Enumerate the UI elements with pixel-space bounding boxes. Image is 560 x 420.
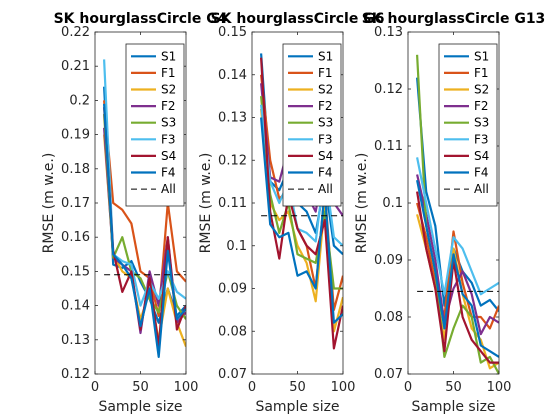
x-tick-label: 0 <box>91 380 99 395</box>
legend-label-s4: S4 <box>474 149 489 163</box>
y-axis-label: RMSE (m w.e.) <box>198 153 214 254</box>
y-tick-label: 0.08 <box>218 324 247 339</box>
legend-label-s1: S1 <box>318 49 333 63</box>
legend-label-f3: F3 <box>474 132 489 146</box>
legend-label-f2: F2 <box>474 99 489 113</box>
legend-label-s3: S3 <box>318 116 333 130</box>
y-tick-label: 0.18 <box>61 162 90 177</box>
legend-box <box>125 43 185 207</box>
subplot-title: SK hourglassCircle G13 <box>362 11 546 27</box>
subplot-g4: Sample size RMSE (m w.e.) 0.12 0.13 0.14 0.… <box>41 11 228 415</box>
legend: S1 F1 S2 F2 S3 F3 S4 F4 All <box>438 43 498 207</box>
y-tick-label: 0.19 <box>61 128 90 143</box>
y-axis-label: RMSE (m w.e.) <box>41 153 57 254</box>
legend-label-f1: F1 <box>161 66 176 80</box>
legend-label-f3: F3 <box>318 132 333 146</box>
legend-label-s2: S2 <box>318 83 333 97</box>
x-axis-label: Sample size <box>255 399 339 415</box>
series-line-f2 <box>416 174 499 336</box>
y-tick-label: 0.07 <box>218 367 247 382</box>
subplot-g6: Sample size RMSE (m w.e.) 0.07 0.08 0.09 0.… <box>198 11 384 415</box>
legend-label-all: All <box>474 182 489 196</box>
y-tick-label: 0.17 <box>61 196 90 211</box>
x-tick-label: 50 <box>132 380 149 395</box>
legend-label-all: All <box>318 182 333 196</box>
y-tick-label: 0.11 <box>218 196 247 211</box>
y-tick-label: 0.2 <box>69 93 90 108</box>
y-tick-label: 0.1 <box>382 196 403 211</box>
legend-label-s2: S2 <box>161 83 176 97</box>
y-tick-label: 0.22 <box>61 25 90 40</box>
series-line-f3 <box>416 157 499 296</box>
x-tick-label: 0 <box>248 380 256 395</box>
legend-label-f1: F1 <box>318 66 333 80</box>
y-tick-label: 0.09 <box>374 253 403 268</box>
legend-label-s2: S2 <box>474 83 489 97</box>
legend-label-s3: S3 <box>474 116 489 130</box>
legend-box <box>438 43 498 207</box>
legend-label-f2: F2 <box>318 99 333 113</box>
legend-label-s1: S1 <box>161 49 176 63</box>
y-tick-label: 0.09 <box>218 282 247 297</box>
subplot-g13: Sample size RMSE (m w.e.) 0.07 0.08 0.09 0.… <box>354 11 545 415</box>
series-line-s1 <box>260 53 343 256</box>
y-tick-label: 0.12 <box>374 82 403 97</box>
legend-label-f3: F3 <box>161 132 176 146</box>
y-tick-label: 0.15 <box>218 25 247 40</box>
series-line-f1 <box>416 202 499 330</box>
y-tick-label: 0.21 <box>61 59 90 74</box>
subplot-title: SK hourglassCircle G4 <box>54 11 228 27</box>
legend-label-s4: S4 <box>318 149 333 163</box>
y-tick-label: 0.13 <box>61 333 90 348</box>
x-tick-label: 0 <box>404 380 412 395</box>
x-axis-label: Sample size <box>411 399 495 415</box>
legend-label-s3: S3 <box>161 116 176 130</box>
y-tick-label: 0.14 <box>61 299 90 314</box>
x-tick-label: 100 <box>487 380 512 395</box>
y-tick-label: 0.12 <box>218 153 247 168</box>
x-axis-label: Sample size <box>98 399 182 415</box>
series-line-f4 <box>416 179 499 358</box>
legend-label-all: All <box>161 182 176 196</box>
x-tick-label: 100 <box>331 380 356 395</box>
y-tick-label: 0.13 <box>218 111 247 126</box>
legend-label-s1: S1 <box>474 49 489 63</box>
legend-label-f2: F2 <box>161 99 176 113</box>
legend: S1 F1 S2 F2 S3 F3 S4 F4 All <box>282 43 342 207</box>
legend-label-s4: S4 <box>161 149 176 163</box>
legend: S1 F1 S2 F2 S3 F3 S4 F4 All <box>125 43 185 207</box>
series-group <box>416 54 499 374</box>
y-tick-label: 0.16 <box>61 230 90 245</box>
series-line-s4 <box>260 57 343 350</box>
legend-label-f1: F1 <box>474 66 489 80</box>
legend-label-f4: F4 <box>318 166 333 180</box>
series-line-s4 <box>416 191 499 364</box>
y-tick-label: 0.15 <box>61 264 90 279</box>
y-tick-label: 0.1 <box>226 239 247 254</box>
series-line-f4 <box>260 117 343 324</box>
subplot-title: SK hourglassCircle G6 <box>211 11 385 27</box>
y-tick-label: 0.12 <box>61 367 90 382</box>
y-tick-label: 0.14 <box>218 68 247 83</box>
y-axis-label: RMSE (m w.e.) <box>354 153 370 254</box>
y-tick-label: 0.07 <box>374 367 403 382</box>
y-tick-label: 0.13 <box>374 25 403 40</box>
y-tick-label: 0.11 <box>374 139 403 154</box>
x-tick-label: 50 <box>445 380 462 395</box>
y-tick-label: 0.08 <box>374 310 403 325</box>
series-group <box>103 59 186 358</box>
legend-box <box>282 43 342 207</box>
x-tick-label: 100 <box>174 380 199 395</box>
series-line-f4 <box>103 103 186 358</box>
x-tick-label: 50 <box>289 380 306 395</box>
legend-label-f4: F4 <box>161 166 176 180</box>
legend-label-f4: F4 <box>474 166 489 180</box>
